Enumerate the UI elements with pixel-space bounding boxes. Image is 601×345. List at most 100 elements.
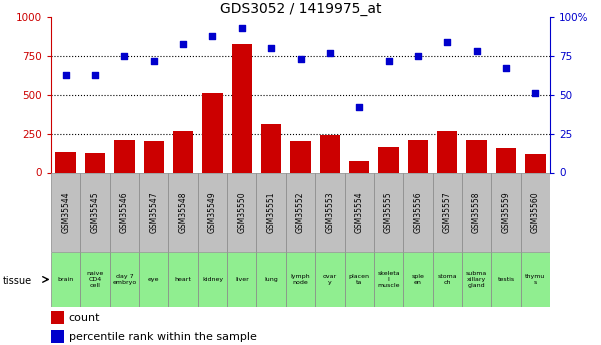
Bar (168, 252, 198, 307)
Bar (227, 252, 257, 307)
Text: day 7
embryо: day 7 embryо (112, 274, 136, 285)
Text: GSM35553: GSM35553 (325, 191, 334, 233)
Point (266, 46, 276, 51)
Bar (231, 44, 252, 172)
Bar (51, 330, 64, 343)
Text: GSM35556: GSM35556 (413, 191, 423, 233)
Point (296, 57, 305, 62)
Point (383, 58, 393, 63)
Text: GSM35549: GSM35549 (208, 191, 217, 233)
Text: GSM35546: GSM35546 (120, 191, 129, 233)
Bar (374, 252, 403, 307)
Point (149, 58, 159, 63)
Bar (407, 140, 428, 172)
Bar (168, 172, 198, 252)
Text: eye: eye (148, 277, 159, 282)
Text: liver: liver (235, 277, 249, 282)
Bar (496, 148, 516, 172)
Bar (81, 252, 110, 307)
Text: lung: lung (264, 277, 278, 282)
Text: GSM35558: GSM35558 (472, 191, 481, 233)
Bar (227, 172, 257, 252)
Bar (110, 172, 139, 252)
Text: subma
xillary
gland: subma xillary gland (466, 271, 487, 288)
Bar (198, 172, 227, 252)
Text: testis: testis (498, 277, 514, 282)
Bar (403, 172, 433, 252)
Bar (462, 252, 491, 307)
Bar (437, 131, 457, 172)
Bar (374, 172, 403, 252)
Bar (51, 252, 81, 307)
Text: GSM35547: GSM35547 (149, 191, 158, 233)
Bar (315, 172, 344, 252)
Bar (491, 252, 520, 307)
Bar (144, 141, 164, 172)
Point (501, 66, 511, 71)
Text: tissue: tissue (3, 276, 32, 286)
Text: GSM35559: GSM35559 (501, 191, 510, 233)
Point (472, 49, 481, 54)
Text: GSM35545: GSM35545 (91, 191, 100, 233)
Bar (520, 172, 550, 252)
Bar (320, 135, 340, 172)
Bar (198, 252, 227, 307)
Text: GSM35552: GSM35552 (296, 191, 305, 233)
Text: count: count (69, 313, 100, 323)
Point (90, 72, 100, 78)
Text: GSM35560: GSM35560 (531, 191, 540, 233)
Point (442, 39, 452, 45)
Title: GDS3052 / 1419975_at: GDS3052 / 1419975_at (220, 2, 381, 16)
Point (355, 105, 364, 110)
Bar (520, 252, 550, 307)
Text: percentile rank within the sample: percentile rank within the sample (69, 332, 257, 342)
Point (413, 53, 423, 59)
Bar (491, 172, 520, 252)
Text: stoma
ch: stoma ch (438, 274, 457, 285)
Bar (55, 152, 76, 172)
Bar (315, 252, 344, 307)
Bar (349, 161, 370, 172)
Bar (462, 172, 491, 252)
Bar (85, 153, 105, 172)
Text: GSM35551: GSM35551 (267, 191, 276, 233)
Bar (202, 93, 223, 172)
Bar (290, 141, 311, 172)
Bar (139, 172, 168, 252)
Text: sple
en: sple en (412, 274, 424, 285)
Bar (81, 172, 110, 252)
Point (120, 53, 129, 59)
Text: GSM35550: GSM35550 (237, 191, 246, 233)
Point (237, 26, 246, 31)
Bar (51, 311, 64, 324)
Bar (110, 252, 139, 307)
Bar (257, 252, 286, 307)
Text: GSM35544: GSM35544 (61, 191, 70, 233)
Bar (173, 131, 194, 172)
Text: ovar
y: ovar y (323, 274, 337, 285)
Text: skeleta
l
muscle: skeleta l muscle (377, 271, 400, 288)
Bar (433, 252, 462, 307)
Text: heart: heart (175, 277, 192, 282)
Point (61, 72, 70, 78)
Bar (286, 172, 315, 252)
Text: naive
CD4
cell: naive CD4 cell (87, 271, 104, 288)
Text: kidney: kidney (202, 277, 223, 282)
Bar (114, 140, 135, 172)
Point (531, 90, 540, 96)
Bar (257, 172, 286, 252)
Text: placen
ta: placen ta (349, 274, 370, 285)
Bar (403, 252, 433, 307)
Point (178, 41, 188, 47)
Point (325, 50, 335, 56)
Bar (525, 154, 546, 172)
Text: brain: brain (58, 277, 74, 282)
Bar (139, 252, 168, 307)
Text: GSM35554: GSM35554 (355, 191, 364, 233)
Text: GSM35557: GSM35557 (443, 191, 452, 233)
Point (208, 33, 218, 39)
Bar (466, 140, 487, 172)
Text: GSM35548: GSM35548 (178, 191, 188, 233)
Bar (378, 147, 399, 172)
Text: thymu
s: thymu s (525, 274, 546, 285)
